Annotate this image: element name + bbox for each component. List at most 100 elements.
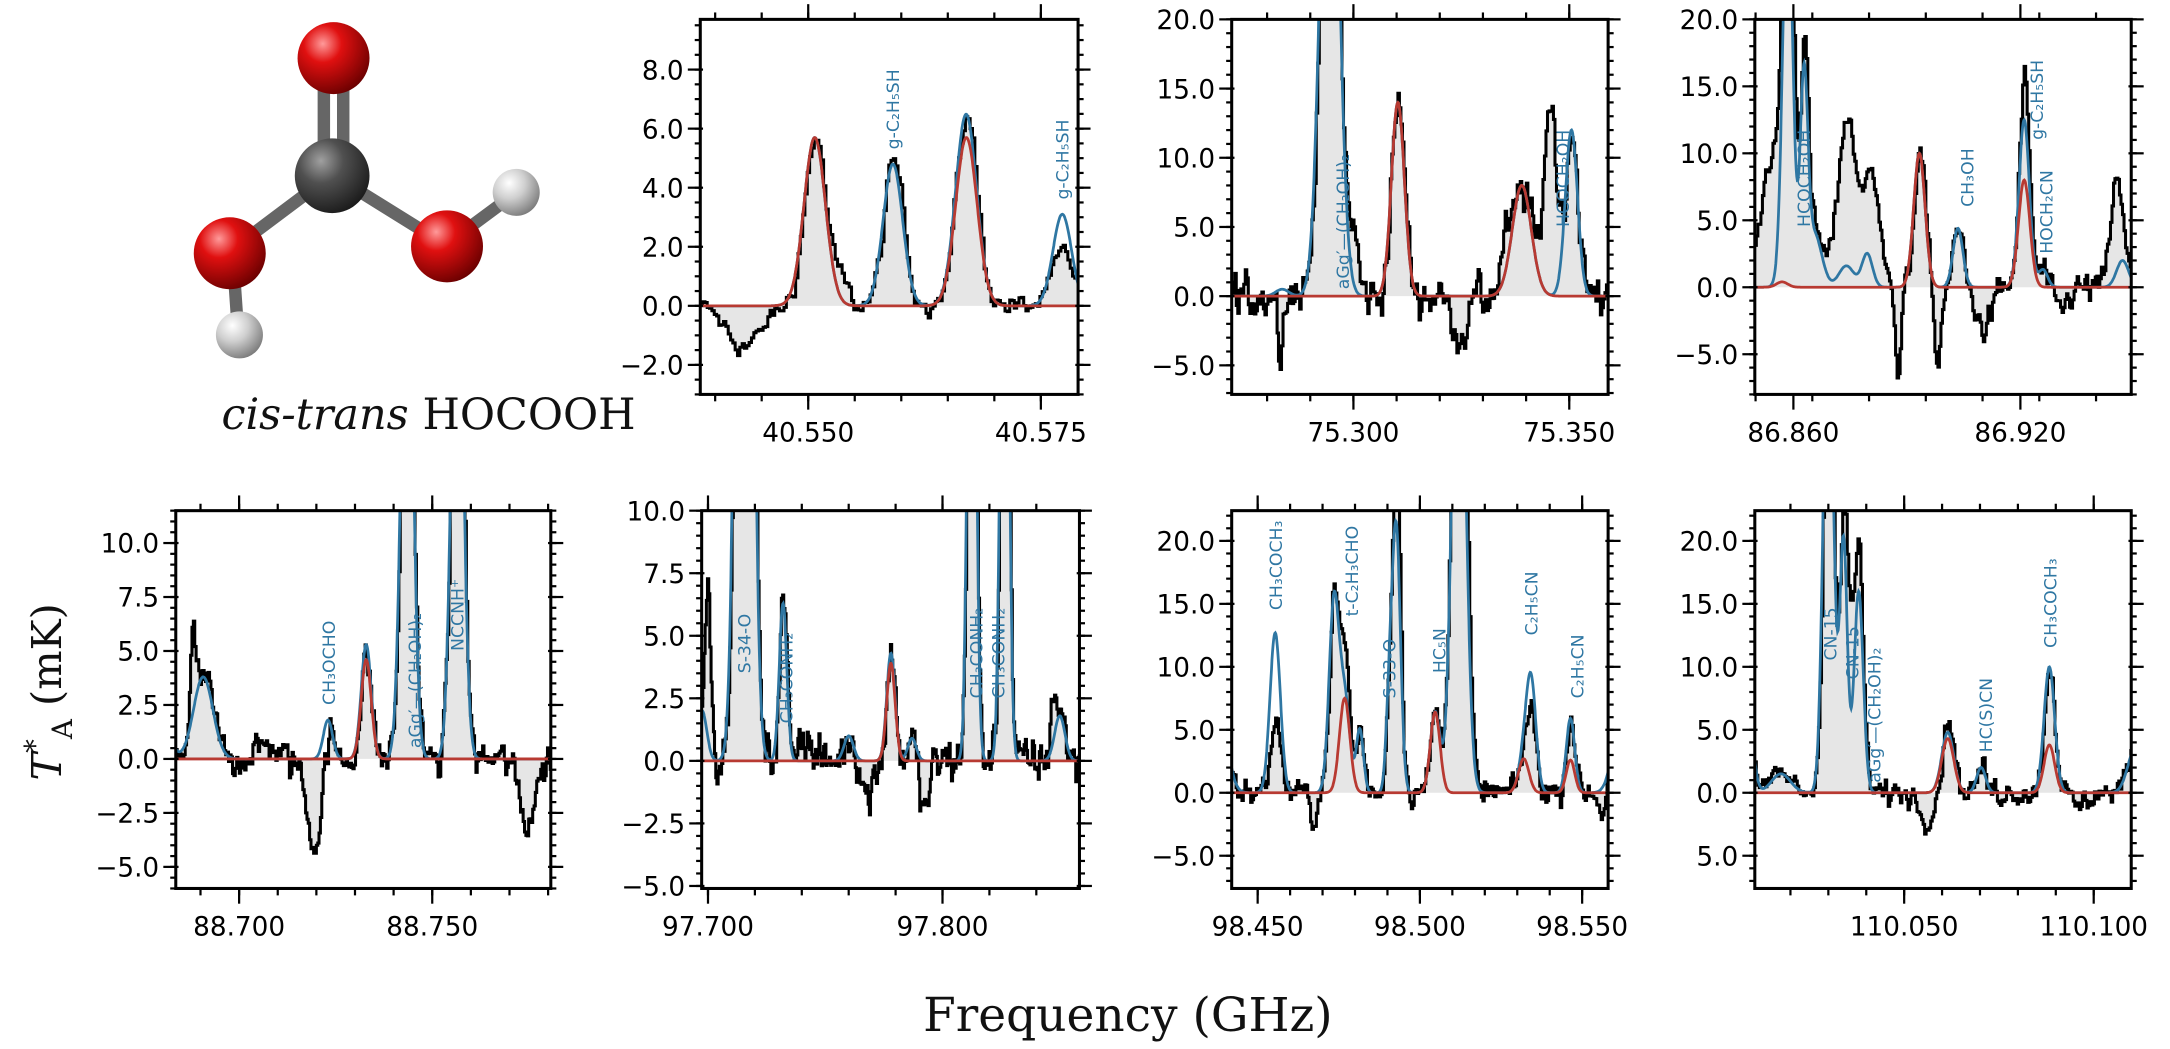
species-label: g-C₂H₅SH (884, 69, 904, 149)
species-label: CH₃COCH₃ (1267, 520, 1287, 610)
axes-frame (1230, 509, 1610, 890)
y-axis-label: T*A (mK) (18, 603, 79, 780)
y-tick-label: 0.0 (1173, 779, 1215, 809)
model-total-spectrum (1754, 510, 2132, 795)
species-label: C₂H₅CN (1522, 571, 1542, 635)
axes-frame (1753, 509, 2133, 890)
x-tick-label: 40.550 (762, 418, 854, 448)
species-label: HCOCH₂OH (1795, 130, 1815, 227)
y-tick-label: 20.0 (1157, 6, 1216, 36)
y-axis-label-unit: (mK) (22, 603, 71, 719)
plot-area: HCOCH₂OH CH₃OH g-C₂H₅SH HOCH₂CN (1754, 19, 2132, 380)
x-tick-label: 98.500 (1374, 913, 1466, 943)
y-tick-label: 10.0 (1680, 654, 1739, 684)
plot-area: S-34-O CH₃CONH₂ CH₃CONH₂ CH₃CONH₂ (701, 510, 1080, 817)
y-tick-label: 0.0 (643, 748, 685, 778)
spectrum-panel-6: CH₃COCH₃ t-C₂H₃CHO S-33-O HC₅N C₂H₅CN C₂H₅CN 9… (1151, 495, 1628, 943)
x-tick-label: 88.750 (386, 913, 478, 943)
y-tick-label: 5.0 (1696, 716, 1738, 746)
species-label: CH₃CONH₂ (968, 608, 988, 699)
x-tick-label: 98.450 (1212, 913, 1304, 943)
y-axis-label-symbol: T (22, 750, 71, 781)
species-label: HCOCH₂OH (1554, 130, 1574, 227)
hydrogen-atom (492, 168, 540, 216)
species-label: CH₃CONH₂ (990, 608, 1010, 699)
y-tick-label: 4.0 (642, 174, 684, 204)
y-tick-label: 5.0 (1696, 207, 1738, 237)
y-tick-label: 2.0 (642, 233, 684, 263)
y-tick-label: −5.0 (95, 854, 159, 884)
y-axis-label-sup: * (18, 739, 51, 753)
model-hocooh-spectrum (1754, 151, 2132, 289)
species-label: g-C₂H₅SH (2028, 60, 2048, 140)
species-label: CH₃OH (1959, 148, 1979, 207)
y-tick-label: 7.5 (117, 584, 159, 614)
observed-spectrum (1231, 510, 1609, 831)
y-tick-label: 10.0 (1680, 140, 1739, 170)
species-label: aGg′—(CH₂OH)₂ (406, 613, 426, 748)
x-tick-label: 97.700 (662, 913, 754, 943)
y-tick-label: −5.0 (1151, 842, 1215, 872)
plot-area: aGg′—(CH₂OH)₂ HCOCH₂OH (1231, 19, 1609, 372)
species-label: CH₃CONH₂ (778, 633, 798, 724)
species-label: HC₅N (1431, 628, 1451, 673)
y-tick-label: −2.5 (95, 800, 159, 830)
y-tick-label: 0.0 (1173, 283, 1215, 313)
y-tick-label: −5.0 (1151, 352, 1215, 382)
axis-ticks (1219, 495, 1621, 904)
y-tick-label: 0.0 (1696, 274, 1738, 304)
x-axis-label: Frequency (GHz) (923, 988, 1333, 1043)
model-hocooh-spectrum (1231, 100, 1609, 298)
oxygen-atom (411, 210, 484, 283)
y-tick-label: 2.5 (117, 692, 159, 722)
y-tick-label: 10.0 (1157, 144, 1216, 174)
y-tick-label: 2.5 (643, 685, 685, 715)
axes-frame (1230, 17, 1610, 396)
y-tick-label: 6.0 (642, 115, 684, 145)
hydrogen-atom (215, 311, 263, 359)
observed-fill (1231, 19, 1609, 370)
axis-ticks (687, 4, 1091, 410)
species-label: HC(S)CN (1977, 678, 1997, 753)
molecule-label-formula: HOCOOH (422, 390, 635, 440)
molecule-label: cis-trans HOCOOH (221, 390, 635, 440)
species-label: t-C₂H₃CHO (1343, 526, 1363, 617)
y-tick-label: 10.0 (101, 530, 160, 560)
molecule-bonds (226, 62, 522, 339)
y-tick-label: 5.0 (117, 638, 159, 668)
y-tick-label: 5.0 (1173, 214, 1215, 244)
observed-fill (700, 116, 1079, 356)
spectrum-panel-2: aGg′—(CH₂OH)₂ HCOCH₂OH 75.300 75.350 −5.0 0.0… (1151, 4, 1621, 448)
plot-area: CH₃OCHO aGg′—(CH₂OH)₂ NCCNH⁺ (175, 510, 551, 855)
x-tick-label: 98.550 (1536, 913, 1628, 943)
y-tick-label: 10.0 (1157, 654, 1216, 684)
spectrum-panel-7: CN-15 CN-15 aGg′—(CH₂OH)₂ HC(S)CNCH₃COCH₃11… (1680, 495, 2148, 943)
y-tick-label: 0.0 (642, 293, 684, 323)
x-tick-label: 86.920 (1974, 418, 2066, 448)
plot-area: g-C₂H₅SH g-C₂H₅SH (700, 69, 1079, 358)
spectrum-panel-4: CH₃OCHO aGg′—(CH₂OH)₂ NCCNH⁺ 88.700 88.750 −5… (95, 495, 564, 943)
observed-spectrum (1754, 510, 2132, 836)
species-label: aGg′—(CH₂OH)₂ (1334, 154, 1354, 289)
x-tick-label: 110.100 (2039, 913, 2148, 943)
observed-spectrum (700, 115, 1079, 358)
species-label: NCCNH⁺ (449, 579, 469, 651)
species-label: S-33-O (1380, 639, 1400, 699)
carbon-atom (294, 138, 370, 214)
spectrum-panel-5: S-34-O CH₃CONH₂ CH₃CONH₂ CH₃CONH₂ 97.700 97.8… (621, 495, 1092, 943)
y-tick-label: 20.0 (1157, 528, 1216, 558)
plot-area: CH₃COCH₃ t-C₂H₃CHO S-33-O HC₅N C₂H₅CN C₂H₅CN (1231, 510, 1609, 831)
species-label: CN-15 (1843, 626, 1863, 679)
species-label: CH₃COCH₃ (2041, 558, 2061, 648)
oxygen-atom (297, 22, 370, 95)
axes-frame (700, 509, 1081, 890)
y-tick-label: 15.0 (1157, 75, 1216, 105)
species-label: g-C₂H₅SH (1054, 119, 1074, 199)
y-tick-label: 15.0 (1157, 591, 1216, 621)
y-tick-label: −5.0 (621, 873, 685, 903)
x-tick-label: 75.300 (1307, 418, 1399, 448)
y-tick-label: 0.0 (117, 746, 159, 776)
x-tick-label: 97.800 (897, 913, 989, 943)
